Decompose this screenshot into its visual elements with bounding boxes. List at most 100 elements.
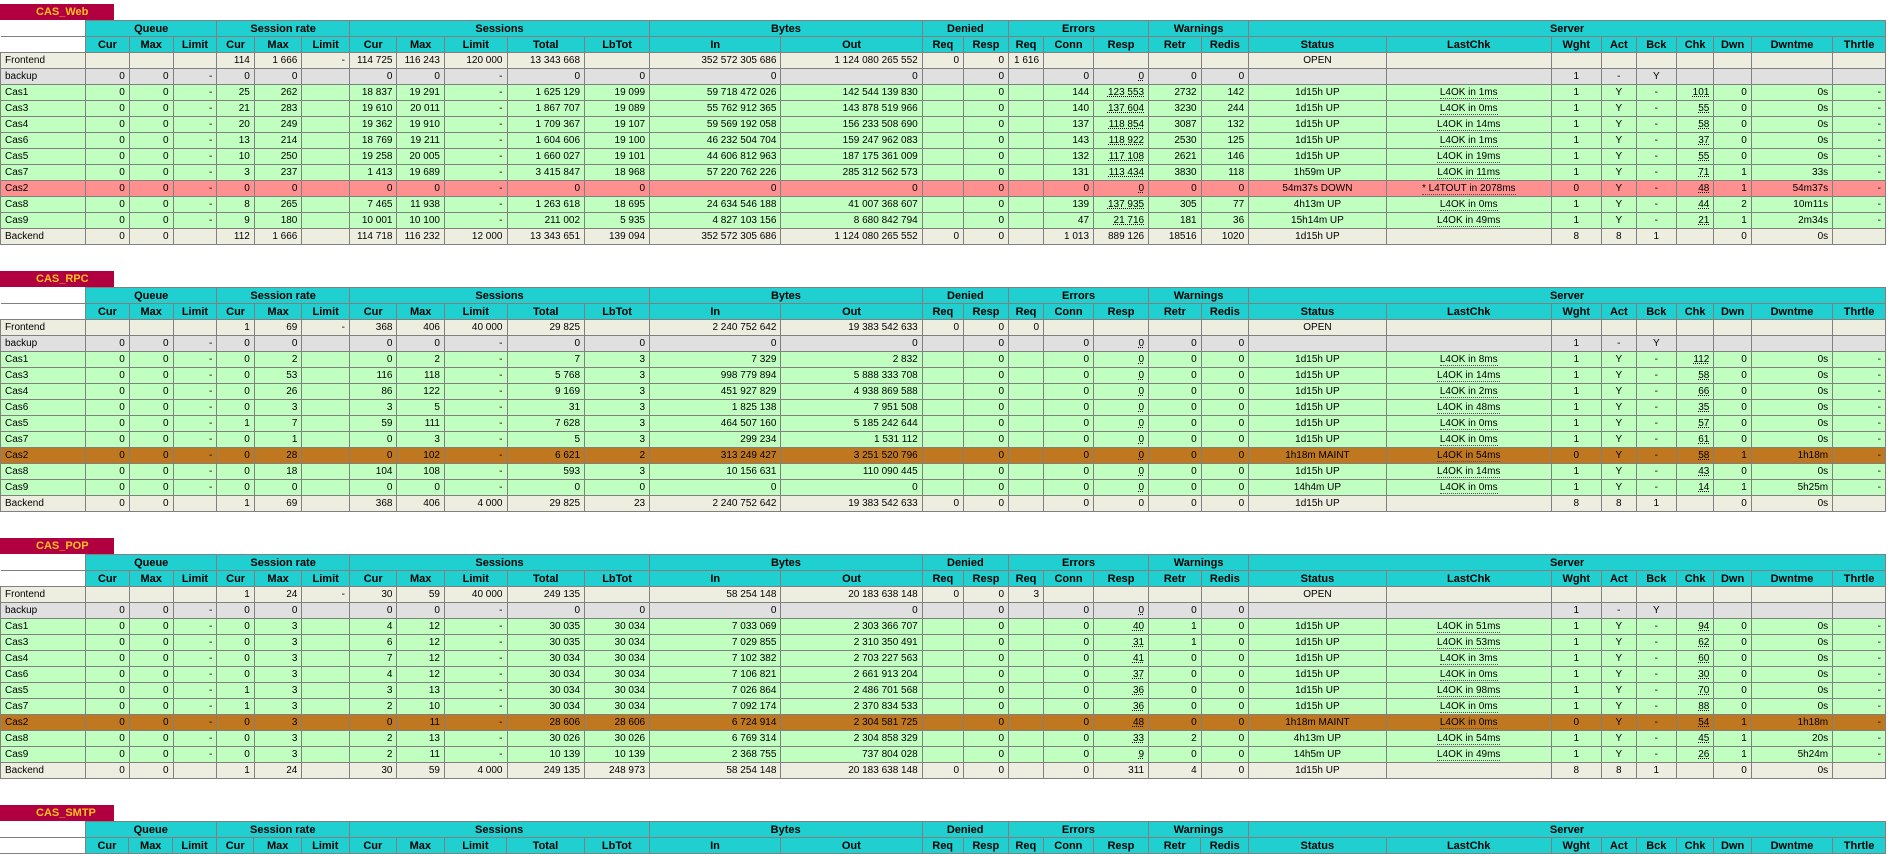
hover-detail[interactable]: 0	[1138, 450, 1145, 461]
hover-detail[interactable]: L4OK in 54ms	[1437, 450, 1501, 462]
server-name[interactable]: Frontend	[0, 586, 87, 603]
hover-detail[interactable]: L4OK in 0ms	[1439, 103, 1498, 115]
hover-detail[interactable]: 54	[1698, 717, 1710, 728]
server-name[interactable]: backup	[0, 602, 87, 619]
hover-detail[interactable]: 137 935	[1107, 199, 1145, 210]
hover-detail[interactable]: 9	[1138, 749, 1145, 760]
hover-detail[interactable]: L4OK in 19ms	[1437, 151, 1501, 163]
hover-detail[interactable]: 66	[1698, 386, 1710, 397]
server-name[interactable]: Cas4	[0, 383, 87, 400]
hover-detail[interactable]: 118 922	[1108, 135, 1145, 146]
hover-detail[interactable]: L4OK in 3ms	[1439, 653, 1498, 665]
hover-detail[interactable]: 112	[1693, 354, 1710, 365]
server-name[interactable]: Cas7	[0, 164, 87, 181]
hover-detail[interactable]: 118 854	[1108, 119, 1145, 130]
hover-detail[interactable]: L4OK in 49ms	[1437, 749, 1501, 761]
hover-detail[interactable]: 0	[1138, 71, 1145, 82]
hover-detail[interactable]: 0	[1138, 354, 1145, 365]
proxy-title-cas-rpc[interactable]: CAS_RPC	[0, 271, 114, 287]
server-name[interactable]: Backend	[0, 228, 87, 245]
hover-detail[interactable]: 36	[1132, 701, 1145, 712]
hover-detail[interactable]: 48	[1132, 717, 1145, 728]
hover-detail[interactable]: L4OK in 14ms	[1437, 466, 1501, 478]
hover-detail[interactable]: 26	[1698, 749, 1710, 760]
server-name[interactable]: Cas7	[0, 698, 87, 715]
hover-detail[interactable]: L4OK in 48ms	[1437, 402, 1501, 414]
hover-detail[interactable]: 94	[1698, 621, 1710, 632]
server-name[interactable]: Frontend	[0, 52, 87, 69]
server-name[interactable]: Cas9	[0, 479, 87, 496]
hover-detail[interactable]: 137 604	[1107, 103, 1145, 114]
hover-detail[interactable]: 123 553	[1107, 87, 1145, 98]
hover-detail[interactable]: 30	[1698, 669, 1710, 680]
hover-detail[interactable]: L4OK in 51ms	[1437, 621, 1501, 633]
server-name[interactable]: backup	[0, 335, 87, 352]
server-name[interactable]: Cas3	[0, 100, 87, 117]
hover-detail[interactable]: 0	[1138, 605, 1145, 616]
hover-detail[interactable]: 113 434	[1108, 167, 1145, 178]
hover-detail[interactable]: 61	[1698, 434, 1710, 445]
hover-detail[interactable]: 21 716	[1113, 215, 1145, 226]
server-name[interactable]: Cas1	[0, 618, 87, 635]
proxy-title-cas-smtp[interactable]: CAS_SMTP	[0, 805, 114, 821]
hover-detail[interactable]: 31	[1132, 637, 1145, 648]
hover-detail[interactable]: 62	[1698, 637, 1710, 648]
server-name[interactable]: Cas2	[0, 447, 87, 464]
hover-detail[interactable]: 33	[1132, 733, 1145, 744]
hover-detail[interactable]: 0	[1138, 434, 1145, 445]
server-name[interactable]: Cas6	[0, 666, 87, 683]
hover-detail[interactable]: 58	[1698, 119, 1710, 130]
server-name[interactable]: Frontend	[0, 319, 87, 336]
proxy-title-cas-pop[interactable]: CAS_POP	[0, 538, 114, 554]
server-name[interactable]: Cas8	[0, 196, 87, 213]
server-name[interactable]: Cas9	[0, 746, 87, 763]
hover-detail[interactable]: 43	[1698, 466, 1710, 477]
server-name[interactable]: Cas1	[0, 351, 87, 368]
hover-detail[interactable]: L4OK in 0ms	[1439, 717, 1498, 729]
server-name[interactable]: Cas5	[0, 148, 87, 165]
server-name[interactable]: Cas5	[0, 415, 87, 432]
server-name[interactable]: Cas3	[0, 634, 87, 651]
hover-detail[interactable]: 35	[1698, 402, 1710, 413]
hover-detail[interactable]: 57	[1698, 418, 1710, 429]
server-name[interactable]: Cas3	[0, 367, 87, 384]
hover-detail[interactable]: L4OK in 0ms	[1439, 669, 1498, 681]
hover-detail[interactable]: 37	[1132, 669, 1145, 680]
server-name[interactable]: Cas4	[0, 650, 87, 667]
hover-detail[interactable]: 36	[1132, 685, 1145, 696]
server-name[interactable]: Cas8	[0, 730, 87, 747]
hover-detail[interactable]: 48	[1698, 183, 1710, 194]
hover-detail[interactable]: 0	[1138, 466, 1145, 477]
hover-detail[interactable]: 58	[1698, 370, 1710, 381]
hover-detail[interactable]: 44	[1698, 199, 1710, 210]
server-name[interactable]: Cas7	[0, 431, 87, 448]
hover-detail[interactable]: 0	[1138, 402, 1145, 413]
hover-detail[interactable]: L4OK in 0ms	[1439, 482, 1498, 494]
server-name[interactable]: Cas4	[0, 116, 87, 133]
hover-detail[interactable]: 55	[1698, 103, 1710, 114]
hover-detail[interactable]: L4OK in 54ms	[1437, 733, 1501, 745]
hover-detail[interactable]: 70	[1698, 685, 1710, 696]
hover-detail[interactable]: 88	[1698, 701, 1710, 712]
hover-detail[interactable]: 0	[1138, 338, 1145, 349]
hover-detail[interactable]: 0	[1138, 370, 1145, 381]
hover-detail[interactable]: L4OK in 14ms	[1437, 119, 1501, 131]
server-name[interactable]: Cas2	[0, 180, 87, 197]
hover-detail[interactable]: * L4TOUT in 2078ms	[1421, 183, 1516, 195]
server-name[interactable]: Cas2	[0, 714, 87, 731]
hover-detail[interactable]: L4OK in 1ms	[1439, 87, 1498, 99]
hover-detail[interactable]: 37	[1698, 135, 1710, 146]
hover-detail[interactable]: L4OK in 14ms	[1437, 370, 1501, 382]
server-name[interactable]: Cas1	[0, 84, 87, 101]
server-name[interactable]: Cas9	[0, 212, 87, 229]
hover-detail[interactable]: 55	[1698, 151, 1710, 162]
hover-detail[interactable]: 58	[1698, 450, 1710, 461]
server-name[interactable]: backup	[0, 68, 87, 85]
hover-detail[interactable]: L4OK in 0ms	[1439, 434, 1498, 446]
hover-detail[interactable]: 117 108	[1108, 151, 1145, 162]
hover-detail[interactable]: 45	[1698, 733, 1710, 744]
hover-detail[interactable]: L4OK in 8ms	[1439, 354, 1498, 366]
hover-detail[interactable]: 0	[1138, 386, 1145, 397]
hover-detail[interactable]: L4OK in 2ms	[1439, 386, 1498, 398]
hover-detail[interactable]: 14	[1698, 482, 1710, 493]
